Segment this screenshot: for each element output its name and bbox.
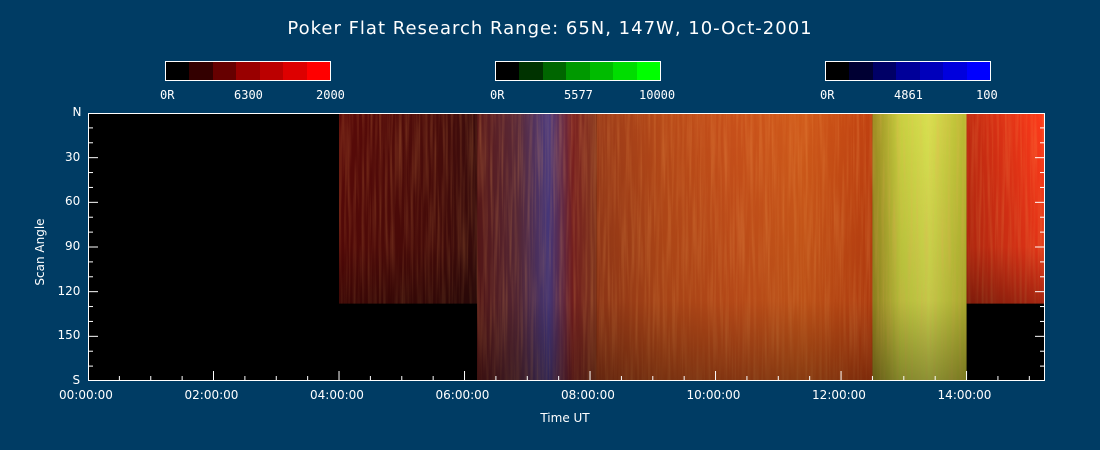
y-tick-label: S <box>72 373 81 387</box>
data-region-shade <box>966 113 1045 304</box>
colorbar-5577-min-label: 0R <box>490 88 505 102</box>
colorbar-segment <box>236 62 260 80</box>
colorbar-6300-max-label: 2000 <box>316 88 345 102</box>
colorbar-5577-max-label: 10000 <box>639 88 676 102</box>
colorbar-segment <box>283 62 307 80</box>
keogram-plot <box>88 113 1045 381</box>
x-tick-label: 02:00:00 <box>184 388 239 402</box>
colorbar-5577-mid-label: 5577 <box>564 88 593 102</box>
colorbar-segment <box>636 62 660 80</box>
colorbar-segment <box>966 62 990 80</box>
colorbar-segment <box>542 62 567 80</box>
colorbar-6300 <box>165 61 331 81</box>
x-tick-label: 12:00:00 <box>812 388 866 402</box>
colorbar-4861 <box>825 61 991 81</box>
colorbar-4861-max-label: 100 <box>976 88 998 102</box>
y-tick-label: 60 <box>65 194 81 209</box>
colorbar-segment <box>826 62 850 80</box>
colorbar-segment <box>589 62 614 80</box>
x-tick-label: 04:00:00 <box>310 388 364 402</box>
colorbar-segment <box>919 62 944 80</box>
y-tick-label: 120 <box>57 283 81 298</box>
x-tick-label: 10:00:00 <box>686 388 741 402</box>
colorbar-4861-mid-label: 4861 <box>894 88 923 102</box>
colorbar-segment <box>189 62 213 80</box>
colorbar-segment <box>943 62 967 80</box>
colorbar-6300-min-label: 0R <box>160 88 175 102</box>
x-tick-label: 08:00:00 <box>561 388 615 402</box>
x-tick-label: 00:00:00 <box>59 388 113 402</box>
data-region-shade <box>872 113 967 381</box>
y-tick-label: 30 <box>65 149 81 164</box>
y-axis-label: Scan Angle <box>33 218 47 286</box>
y-tick-label: 90 <box>65 239 81 253</box>
data-region-shade <box>339 113 478 304</box>
chart-title: Poker Flat Research Range: 65N, 147W, 10… <box>287 18 813 39</box>
x-axis-label: Time UT <box>540 411 590 425</box>
colorbar-segment <box>212 62 237 80</box>
colorbar-segment <box>496 62 520 80</box>
colorbar-segment <box>566 62 590 80</box>
colorbar-segment <box>306 62 330 80</box>
colorbar-segment <box>896 62 920 80</box>
colorbar-segment <box>166 62 190 80</box>
data-regions <box>339 113 1045 381</box>
colorbar-segment <box>849 62 873 80</box>
x-tick-label: 06:00:00 <box>435 388 490 402</box>
data-region-shade <box>596 113 873 381</box>
plot-axes <box>88 113 1045 381</box>
colorbar-5577 <box>495 61 661 81</box>
colorbar-segment <box>519 62 543 80</box>
y-tick-label: 150 <box>57 328 81 343</box>
colorbar-4861-min-label: 0R <box>820 88 835 102</box>
y-tick-label: N <box>72 105 82 119</box>
data-region-shade <box>477 113 597 381</box>
colorbar-6300-mid-label: 6300 <box>234 88 263 102</box>
colorbar-segment <box>872 62 897 80</box>
x-tick-label: 14:00:00 <box>937 388 992 402</box>
colorbar-segment <box>613 62 637 80</box>
colorbar-segment <box>259 62 284 80</box>
